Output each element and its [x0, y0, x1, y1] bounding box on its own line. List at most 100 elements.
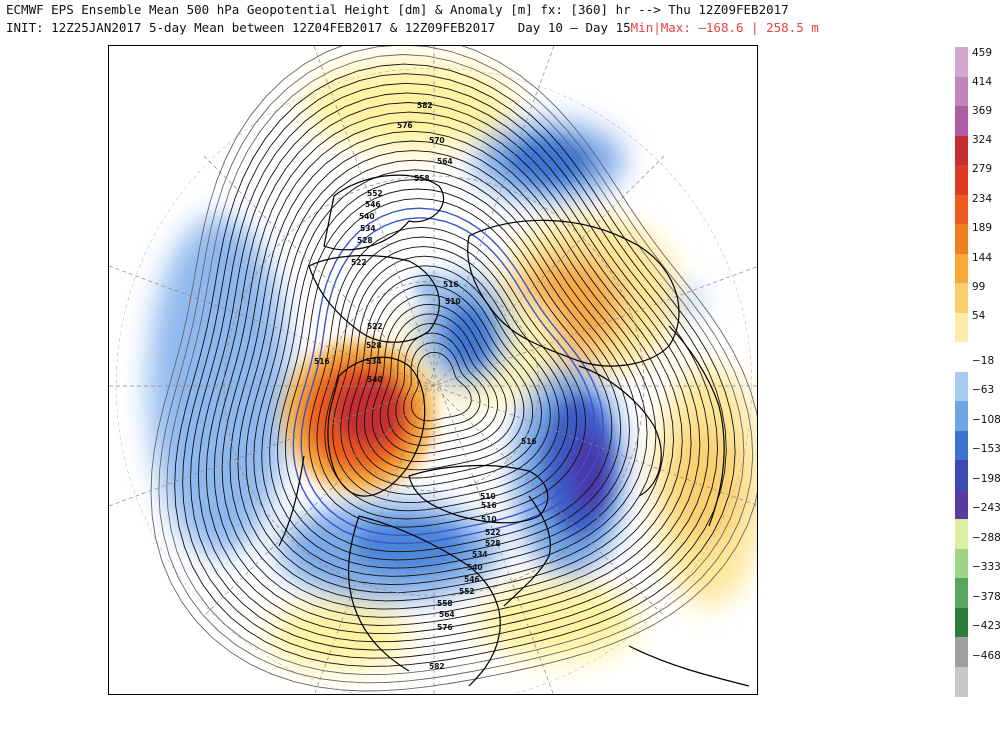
contour-labels: 5825765705645585525465405345285225165105… [314, 101, 537, 671]
contour-label: 528 [366, 341, 382, 350]
colorbar-segment [955, 47, 968, 77]
contour-label: 540 [367, 375, 383, 384]
coastlines [278, 174, 750, 687]
height-contour [363, 294, 525, 471]
contour-label: 510 [480, 492, 496, 501]
height-contour [395, 332, 490, 438]
height-contour [332, 255, 560, 504]
colorbar-segment [955, 312, 968, 343]
height-contour [197, 92, 710, 643]
contour-label: 558 [414, 174, 430, 183]
height-contour [213, 111, 692, 626]
contour-label: 516 [481, 501, 497, 510]
colorbar-segment [955, 194, 968, 225]
contour-label: 540 [467, 563, 483, 572]
colorbar-label: 234 [972, 193, 993, 205]
colorbar-segment [955, 637, 968, 667]
contour-label: 552 [367, 189, 383, 198]
height-contour [158, 46, 754, 684]
height-contour [245, 150, 657, 594]
height-contour [229, 130, 674, 610]
colorbar-label: −108 [972, 414, 1000, 426]
colorbar-segment [955, 135, 968, 166]
contour-label: 510 [481, 515, 497, 524]
contour-label: 522 [351, 258, 367, 267]
min-max-readout: Min|Max: –168.6 | 258.5 m [630, 20, 819, 35]
chart-title: ECMWF EPS Ensemble Mean 500 hPa Geopoten… [6, 2, 789, 17]
contour-label: 528 [357, 236, 373, 245]
colorbar-label: 99 [972, 281, 986, 293]
colorbar-label: 459 [972, 47, 993, 59]
contour-label: 564 [439, 610, 455, 619]
contour-label: 534 [472, 550, 488, 559]
contour-label: 510 [445, 297, 461, 306]
contour-label: 516 [521, 437, 537, 446]
colorbar-segment [955, 430, 968, 461]
colorbar-segment [955, 489, 968, 520]
height-contour [174, 63, 736, 667]
contour-label: 516 [314, 357, 330, 366]
colorbar-label: −468 [972, 650, 1000, 662]
contour-label: 564 [437, 157, 453, 166]
contour-label: 546 [464, 575, 480, 584]
contour-label: 576 [397, 121, 413, 130]
colorbar-label: −198 [972, 473, 1000, 485]
colorbar-label: −288 [972, 532, 1000, 544]
colorbar-segment [955, 607, 968, 638]
height-contour [269, 178, 630, 569]
colorbar-label: −243 [972, 502, 1000, 514]
height-contour [237, 140, 666, 602]
colorbar-label: −423 [972, 620, 1000, 632]
contour-label: 534 [366, 357, 382, 366]
contour-label: 522 [485, 528, 501, 537]
colorbar-segment [955, 519, 968, 549]
height-contour [348, 274, 542, 487]
chart-subtitle: INIT: 12Z25JAN2017 5-day Mean between 12… [6, 20, 819, 35]
colorbar-segment [955, 548, 968, 579]
colorbar-segment [955, 253, 968, 284]
height-contour [150, 46, 757, 692]
colorbar-segment [955, 106, 968, 136]
contour-label: 534 [360, 224, 376, 233]
height-contour [308, 226, 586, 528]
height-contour [300, 217, 596, 537]
height-contour [324, 246, 569, 512]
colorbar-segment [955, 401, 968, 431]
lat-lon-graticule [109, 46, 757, 694]
contour-label: 552 [459, 587, 475, 596]
colorbar-segment [955, 578, 968, 608]
colorbar-label: 279 [972, 163, 993, 175]
colorbar-segment [955, 165, 968, 195]
contour-label: 558 [437, 599, 453, 608]
colorbar-label: −153 [972, 443, 1000, 455]
anomaly-shading [149, 61, 757, 671]
height-contour [166, 54, 745, 676]
init-period-text: INIT: 12Z25JAN2017 5-day Mean between 12… [6, 20, 631, 35]
height-contour [403, 342, 481, 430]
contour-label: 576 [437, 623, 453, 632]
colorbar-segment [955, 224, 968, 254]
contour-label: 546 [365, 200, 381, 209]
contour-label: 582 [417, 101, 433, 110]
colorbar-segment [955, 371, 968, 402]
contour-label: 582 [429, 662, 445, 671]
colorbar-label: 324 [972, 134, 993, 146]
height-contour [316, 236, 578, 520]
height-contour [182, 73, 727, 659]
colorbar-segment [955, 460, 968, 490]
height-contour [284, 198, 613, 553]
height-contour [387, 323, 498, 446]
height-contour [379, 313, 507, 454]
colorbar-label: −63 [972, 384, 995, 396]
colorbar-label: −18 [972, 355, 995, 367]
colorbar-label: 54 [972, 310, 986, 322]
anomaly-colorbar [955, 47, 968, 697]
colorbar-label: 414 [972, 76, 993, 88]
contour-label: 570 [429, 136, 445, 145]
height-contour [221, 121, 683, 618]
contour-label: 522 [367, 322, 383, 331]
height-contour [205, 102, 701, 635]
colorbar-label: 369 [972, 105, 993, 117]
height-contour [410, 351, 472, 422]
contour-label: 528 [485, 539, 501, 548]
